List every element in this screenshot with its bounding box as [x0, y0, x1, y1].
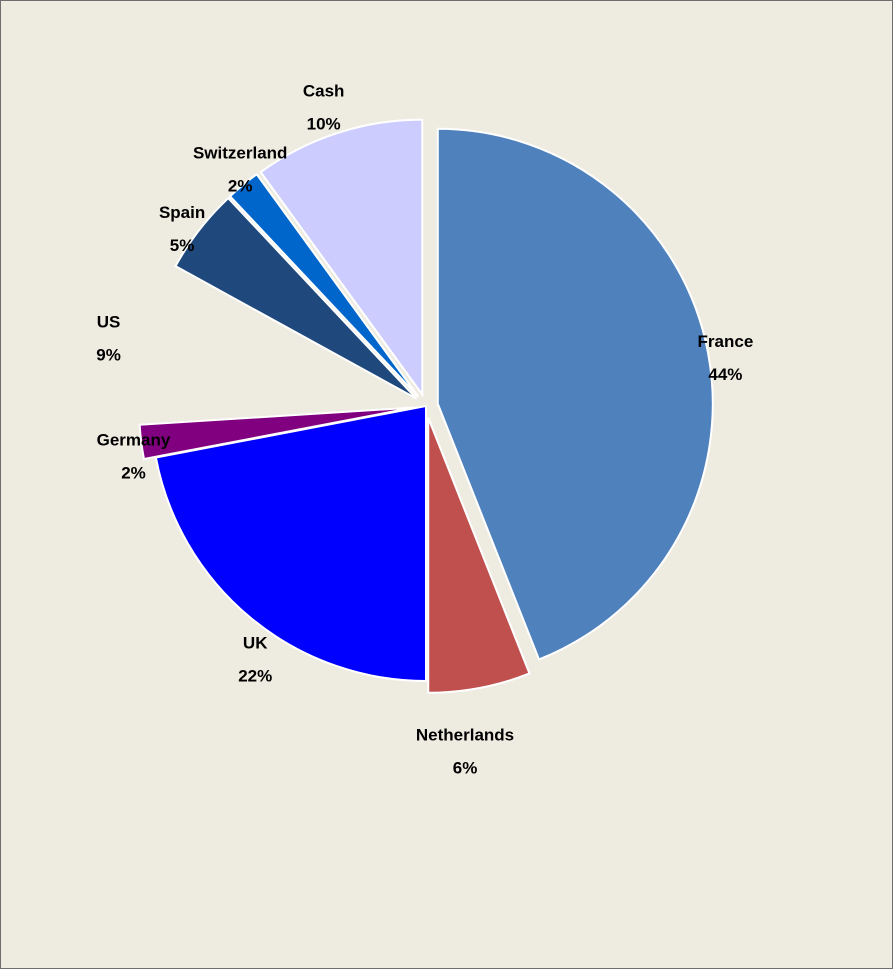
- label-value-cash: 10%: [307, 114, 341, 133]
- slice-germany: [138, 406, 415, 461]
- label-switzerland: Switzerland 2%: [193, 143, 287, 195]
- label-uk: UK 22%: [238, 634, 272, 686]
- slices-layer: [138, 118, 714, 694]
- label-value-switzerland: 2%: [228, 176, 253, 195]
- label-france: France 44%: [698, 332, 754, 384]
- slice-france: [436, 127, 714, 661]
- slice-netherlands: [427, 417, 531, 694]
- label-value-spain: 5%: [170, 236, 195, 255]
- slice-cash: [259, 118, 424, 398]
- label-netherlands: Netherlands 6%: [416, 725, 514, 777]
- label-name-germany: Germany: [97, 430, 171, 449]
- label-value-us: 9%: [96, 345, 121, 364]
- label-value-uk: 22%: [238, 667, 272, 686]
- label-value-germany: 2%: [121, 463, 146, 482]
- slice-switzerland: [228, 172, 420, 398]
- labels-layer: France 44% Netherlands 6% UK 22% Germany 2% US 9%…: [96, 81, 753, 777]
- label-cash: Cash 10%: [303, 81, 345, 133]
- label-name-us: US: [97, 312, 121, 331]
- label-spain: Spain 5%: [159, 203, 205, 255]
- label-name-switzerland: Switzerland: [193, 143, 287, 162]
- slice-uk: [154, 404, 427, 683]
- label-name-cash: Cash: [303, 81, 345, 100]
- label-name-france: France: [698, 332, 754, 351]
- label-name-netherlands: Netherlands: [416, 725, 514, 744]
- label-value-france: 44%: [708, 365, 742, 384]
- label-germany: Germany 2%: [97, 430, 171, 482]
- label-name-uk: UK: [243, 634, 268, 653]
- label-us: US 9%: [96, 312, 121, 364]
- slice-spain: [174, 196, 418, 400]
- label-name-spain: Spain: [159, 203, 205, 222]
- label-value-netherlands: 6%: [453, 758, 478, 777]
